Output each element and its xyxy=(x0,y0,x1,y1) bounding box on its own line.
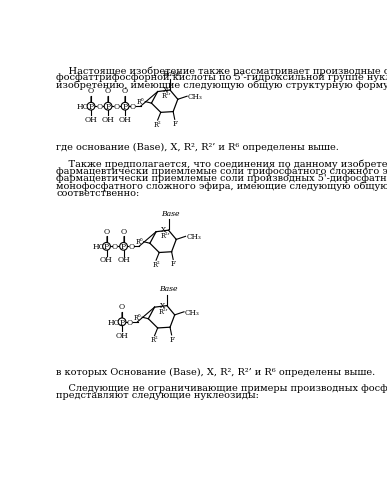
Text: F: F xyxy=(171,260,176,268)
Text: фармацевтически приемлемые соли трифосфатного сложного эфира, а также: фармацевтически приемлемые соли трифосфа… xyxy=(56,166,387,175)
Text: Настоящее изобретение также рассматривает производные сложного эфира 5'-три-: Настоящее изобретение также рассматривае… xyxy=(56,66,387,76)
Text: представляют следующие нуклеозиды:: представляют следующие нуклеозиды: xyxy=(56,392,259,400)
Text: Base: Base xyxy=(159,286,178,294)
Text: Base: Base xyxy=(163,70,181,78)
Text: R²: R² xyxy=(154,121,161,129)
Text: R²’: R²’ xyxy=(161,232,170,240)
Circle shape xyxy=(121,102,129,110)
Text: HO: HO xyxy=(77,103,89,111)
Text: Следующие не ограничивающие примеры производных фосфорной кислоты: Следующие не ограничивающие примеры прои… xyxy=(56,384,387,393)
Text: P: P xyxy=(121,243,126,251)
Text: O: O xyxy=(128,243,134,251)
Text: CH₃: CH₃ xyxy=(188,93,203,101)
Text: O: O xyxy=(105,88,111,96)
Text: фармацевтически приемлемые соли производных 5'-дифосфатного сложного эфира и 5'-: фармацевтически приемлемые соли производ… xyxy=(56,174,387,183)
Text: HO: HO xyxy=(108,318,120,326)
Text: F: F xyxy=(172,120,177,128)
Text: O: O xyxy=(96,103,103,111)
Text: P: P xyxy=(104,243,109,251)
Text: Также предполагается, что соединения по данному изобретению включают: Также предполагается, что соединения по … xyxy=(56,160,387,169)
Text: R⁶: R⁶ xyxy=(137,98,144,106)
Text: O: O xyxy=(112,243,118,251)
Text: фосфаттрифосфорной кислоты по 5'-гидроксильной группе нуклеозида по данному: фосфаттрифосфорной кислоты по 5'-гидрокс… xyxy=(56,74,387,82)
Text: Base: Base xyxy=(161,210,179,218)
Text: OH: OH xyxy=(119,116,132,124)
Circle shape xyxy=(118,318,126,326)
Circle shape xyxy=(87,102,95,110)
Text: R²: R² xyxy=(152,261,160,269)
Text: O: O xyxy=(127,318,133,326)
Text: OH: OH xyxy=(116,332,128,340)
Text: OH: OH xyxy=(85,116,98,124)
Text: O: O xyxy=(88,88,94,96)
Circle shape xyxy=(120,242,127,250)
Text: изобретению, имеющие следующую общую структурную формулу:: изобретению, имеющие следующую общую стр… xyxy=(56,81,387,90)
Text: P: P xyxy=(120,318,125,326)
Text: O: O xyxy=(103,228,110,235)
Text: O: O xyxy=(120,228,127,235)
Text: X: X xyxy=(163,86,168,94)
Text: O: O xyxy=(122,88,128,96)
Text: R²’: R²’ xyxy=(159,308,169,316)
Text: где основание (Base), X, R², R²’ и R⁶ определены выше.: где основание (Base), X, R², R²’ и R⁶ оп… xyxy=(56,143,339,152)
Circle shape xyxy=(103,242,110,250)
Text: O: O xyxy=(130,103,136,111)
Text: R⁶: R⁶ xyxy=(134,314,141,322)
Text: P: P xyxy=(89,103,94,111)
Text: монофосфатного сложного эфира, имеющие следующую общую структурную формулу,: монофосфатного сложного эфира, имеющие с… xyxy=(56,181,387,190)
Circle shape xyxy=(104,102,112,110)
Text: R²: R² xyxy=(151,336,158,344)
Text: в которых Основание (Base), X, R², R²’ и R⁶ определены выше.: в которых Основание (Base), X, R², R²’ и… xyxy=(56,368,375,377)
Text: OH: OH xyxy=(100,256,113,264)
Text: F: F xyxy=(169,336,174,344)
Text: X: X xyxy=(160,302,165,310)
Text: HO: HO xyxy=(92,243,105,251)
Text: соответственно:: соответственно: xyxy=(56,188,139,198)
Text: CH₃: CH₃ xyxy=(185,308,200,316)
Text: O: O xyxy=(113,103,120,111)
Text: O: O xyxy=(119,303,125,311)
Text: OH: OH xyxy=(117,256,130,264)
Text: X: X xyxy=(161,226,166,234)
Text: R⁶: R⁶ xyxy=(135,238,143,246)
Text: OH: OH xyxy=(102,116,115,124)
Text: R²’: R²’ xyxy=(162,92,172,100)
Text: CH₃: CH₃ xyxy=(186,233,201,241)
Text: P: P xyxy=(106,103,111,111)
Text: P: P xyxy=(123,103,128,111)
